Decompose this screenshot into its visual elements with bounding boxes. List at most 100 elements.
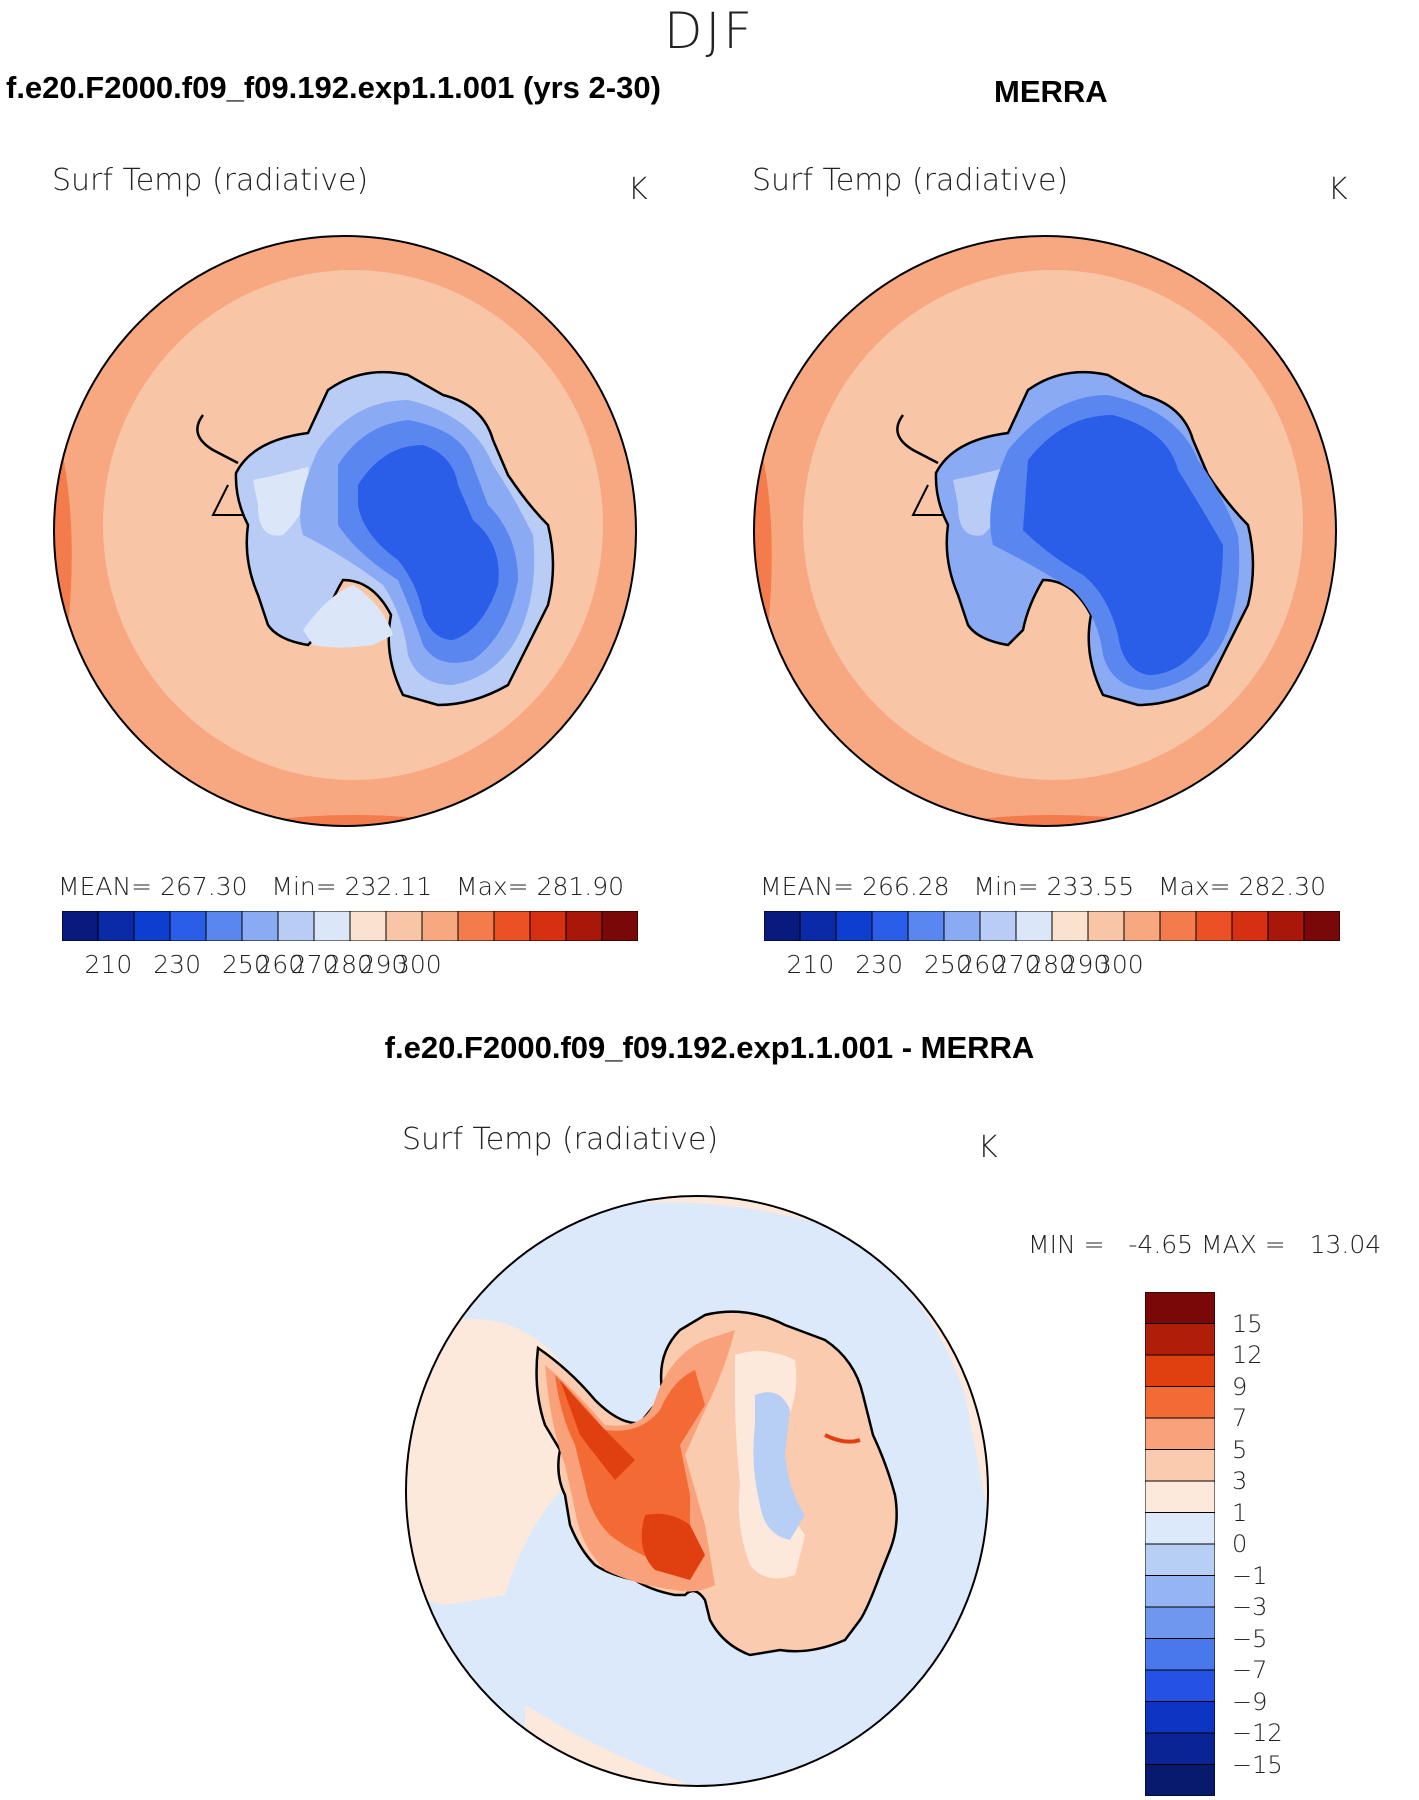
colorbar-swatch <box>871 911 909 941</box>
colorbar-swatch <box>1051 911 1089 941</box>
colorbar-tick-label: 0 <box>1232 1530 1248 1558</box>
colorbar-swatch <box>1303 911 1340 941</box>
model-panel-title: f.e20.F2000.f09_f09.192.exp1.1.001 (yrs … <box>6 70 661 105</box>
colorbar-swatch <box>1087 911 1125 941</box>
colorbar-tick-label: 290 <box>359 950 408 979</box>
colorbar-tick-label: −3 <box>1232 1593 1268 1621</box>
colorbar-swatch <box>1123 911 1161 941</box>
colorbar-swatch <box>1159 911 1197 941</box>
map-boundary <box>405 1195 989 1787</box>
difference-minmax: MIN = -4.65 MAX = 13.04 <box>1028 1230 1382 1259</box>
difference-units-label: K <box>978 1130 998 1165</box>
colorbar-swatch <box>979 911 1017 941</box>
colorbar-swatch <box>277 911 315 941</box>
colorbar-swatch <box>1145 1449 1215 1482</box>
peninsula-max-warming <box>560 1380 635 1480</box>
difference-title: f.e20.F2000.f09_f09.192.exp1.1.001 - MER… <box>384 1030 1035 1065</box>
colorbar-tick-label: 270 <box>290 950 339 979</box>
warm-edge-south <box>933 815 1173 826</box>
colorbar-swatch <box>493 911 531 941</box>
colorbar-swatch <box>97 911 135 941</box>
colorbar-tick-label: −7 <box>1232 1656 1268 1684</box>
colorbar-tick-label: 260 <box>256 950 305 979</box>
colorbar-swatch <box>1145 1543 1215 1576</box>
colorbar-tick-label: 12 <box>1232 1341 1263 1369</box>
colorbar-swatch <box>565 911 603 941</box>
colorbar-tick-label: 15 <box>1232 1309 1263 1338</box>
colorbar-tick-label: −12 <box>1232 1719 1283 1747</box>
colorbar-tick-label: 300 <box>393 950 442 979</box>
map-boundary <box>753 235 1337 827</box>
colorbar-tick-label: −9 <box>1232 1687 1268 1716</box>
colorbar-swatch <box>385 911 423 941</box>
colorbar-swatch <box>1145 1764 1215 1796</box>
colorbar-swatch <box>529 911 567 941</box>
colorbar-swatch <box>907 911 945 941</box>
colorbar-swatch <box>1145 1669 1215 1702</box>
colorbar-tick-label: 230 <box>855 950 903 979</box>
model-variable-label: Surf Temp (radiative) <box>52 163 369 198</box>
model-colorbar <box>62 911 638 941</box>
colorbar-swatch <box>1145 1512 1215 1545</box>
obs-stats: MEAN= 266.28 Min= 233.55 Max= 282.30 <box>760 872 1327 901</box>
difference-colorbar <box>1145 1292 1215 1796</box>
season-title: DJF <box>663 2 755 60</box>
colorbar-swatch <box>1145 1575 1215 1608</box>
colorbar-swatch <box>1145 1354 1215 1387</box>
colorbar-tick-label: 3 <box>1232 1467 1248 1495</box>
colorbar-tick-label: −5 <box>1232 1624 1268 1653</box>
colorbar-swatch <box>1145 1732 1215 1765</box>
colorbar-tick-label: 280 <box>325 950 373 979</box>
colorbar-tick-label: 230 <box>153 950 201 979</box>
colorbar-swatch <box>421 911 459 941</box>
colorbar-swatch <box>1145 1417 1215 1450</box>
obs-units-label: K <box>1328 172 1348 207</box>
colorbar-tick-label: 250 <box>222 950 270 979</box>
warm-edge-south <box>233 815 473 826</box>
model-colorbar-ticks: 210 230 250 260 270 280 290 300 <box>62 950 638 980</box>
colorbar-swatch <box>457 911 495 941</box>
coldest-interior <box>1023 415 1223 675</box>
difference-colorbar-ticks: 15 12 9 7 5 3 1 0 −1 −3 −5 −7 −9 −12 −15 <box>1232 1292 1332 1796</box>
colorbar-swatch <box>1145 1701 1215 1734</box>
colorbar-swatch <box>313 911 351 941</box>
colorbar-swatch <box>1231 911 1269 941</box>
colorbar-tick-label: 7 <box>1232 1404 1248 1432</box>
colorbar-swatch <box>1145 1386 1215 1419</box>
colorbar-tick-label: 1 <box>1232 1498 1248 1527</box>
colorbar-swatch <box>1145 1323 1215 1356</box>
colorbar-tick-label: 210 <box>786 950 835 979</box>
colorbar-swatch <box>1145 1606 1215 1639</box>
colorbar-swatch <box>1195 911 1233 941</box>
colorbar-tick-label: 290 <box>1061 950 1110 979</box>
colorbar-swatch <box>1145 1480 1215 1513</box>
obs-variable-label: Surf Temp (radiative) <box>752 163 1069 198</box>
colorbar-tick-label: 250 <box>924 950 972 979</box>
model-stats: MEAN= 267.30 Min= 232.11 Max= 281.90 <box>58 872 625 901</box>
colorbar-tick-label: 5 <box>1232 1435 1248 1464</box>
colorbar-swatch <box>241 911 279 941</box>
colorbar-swatch <box>1267 911 1305 941</box>
colorbar-swatch <box>349 911 387 941</box>
coldest-interior <box>358 445 499 640</box>
model-units-label: K <box>628 172 648 207</box>
colorbar-tick-label: 280 <box>1027 950 1075 979</box>
colorbar-swatch <box>62 911 99 941</box>
colorbar-swatch <box>205 911 243 941</box>
interior-negative-anomaly <box>753 1392 805 1540</box>
colorbar-swatch <box>1015 911 1053 941</box>
colorbar-tick-label: 9 <box>1232 1372 1248 1401</box>
colorbar-tick-label: 270 <box>992 950 1041 979</box>
colorbar-swatch <box>799 911 837 941</box>
difference-variable-label: Surf Temp (radiative) <box>402 1122 719 1157</box>
difference-polar-map <box>405 1195 989 1787</box>
colorbar-swatch <box>764 911 801 941</box>
colorbar-swatch <box>1145 1638 1215 1671</box>
colorbar-swatch <box>835 911 873 941</box>
colorbar-swatch <box>169 911 207 941</box>
colorbar-swatch <box>943 911 981 941</box>
obs-colorbar-ticks: 210 230 250 260 270 280 290 300 <box>764 950 1340 980</box>
obs-colorbar <box>764 911 1340 941</box>
colorbar-tick-label: 300 <box>1095 950 1144 979</box>
obs-panel-title: MERRA <box>994 74 1108 109</box>
